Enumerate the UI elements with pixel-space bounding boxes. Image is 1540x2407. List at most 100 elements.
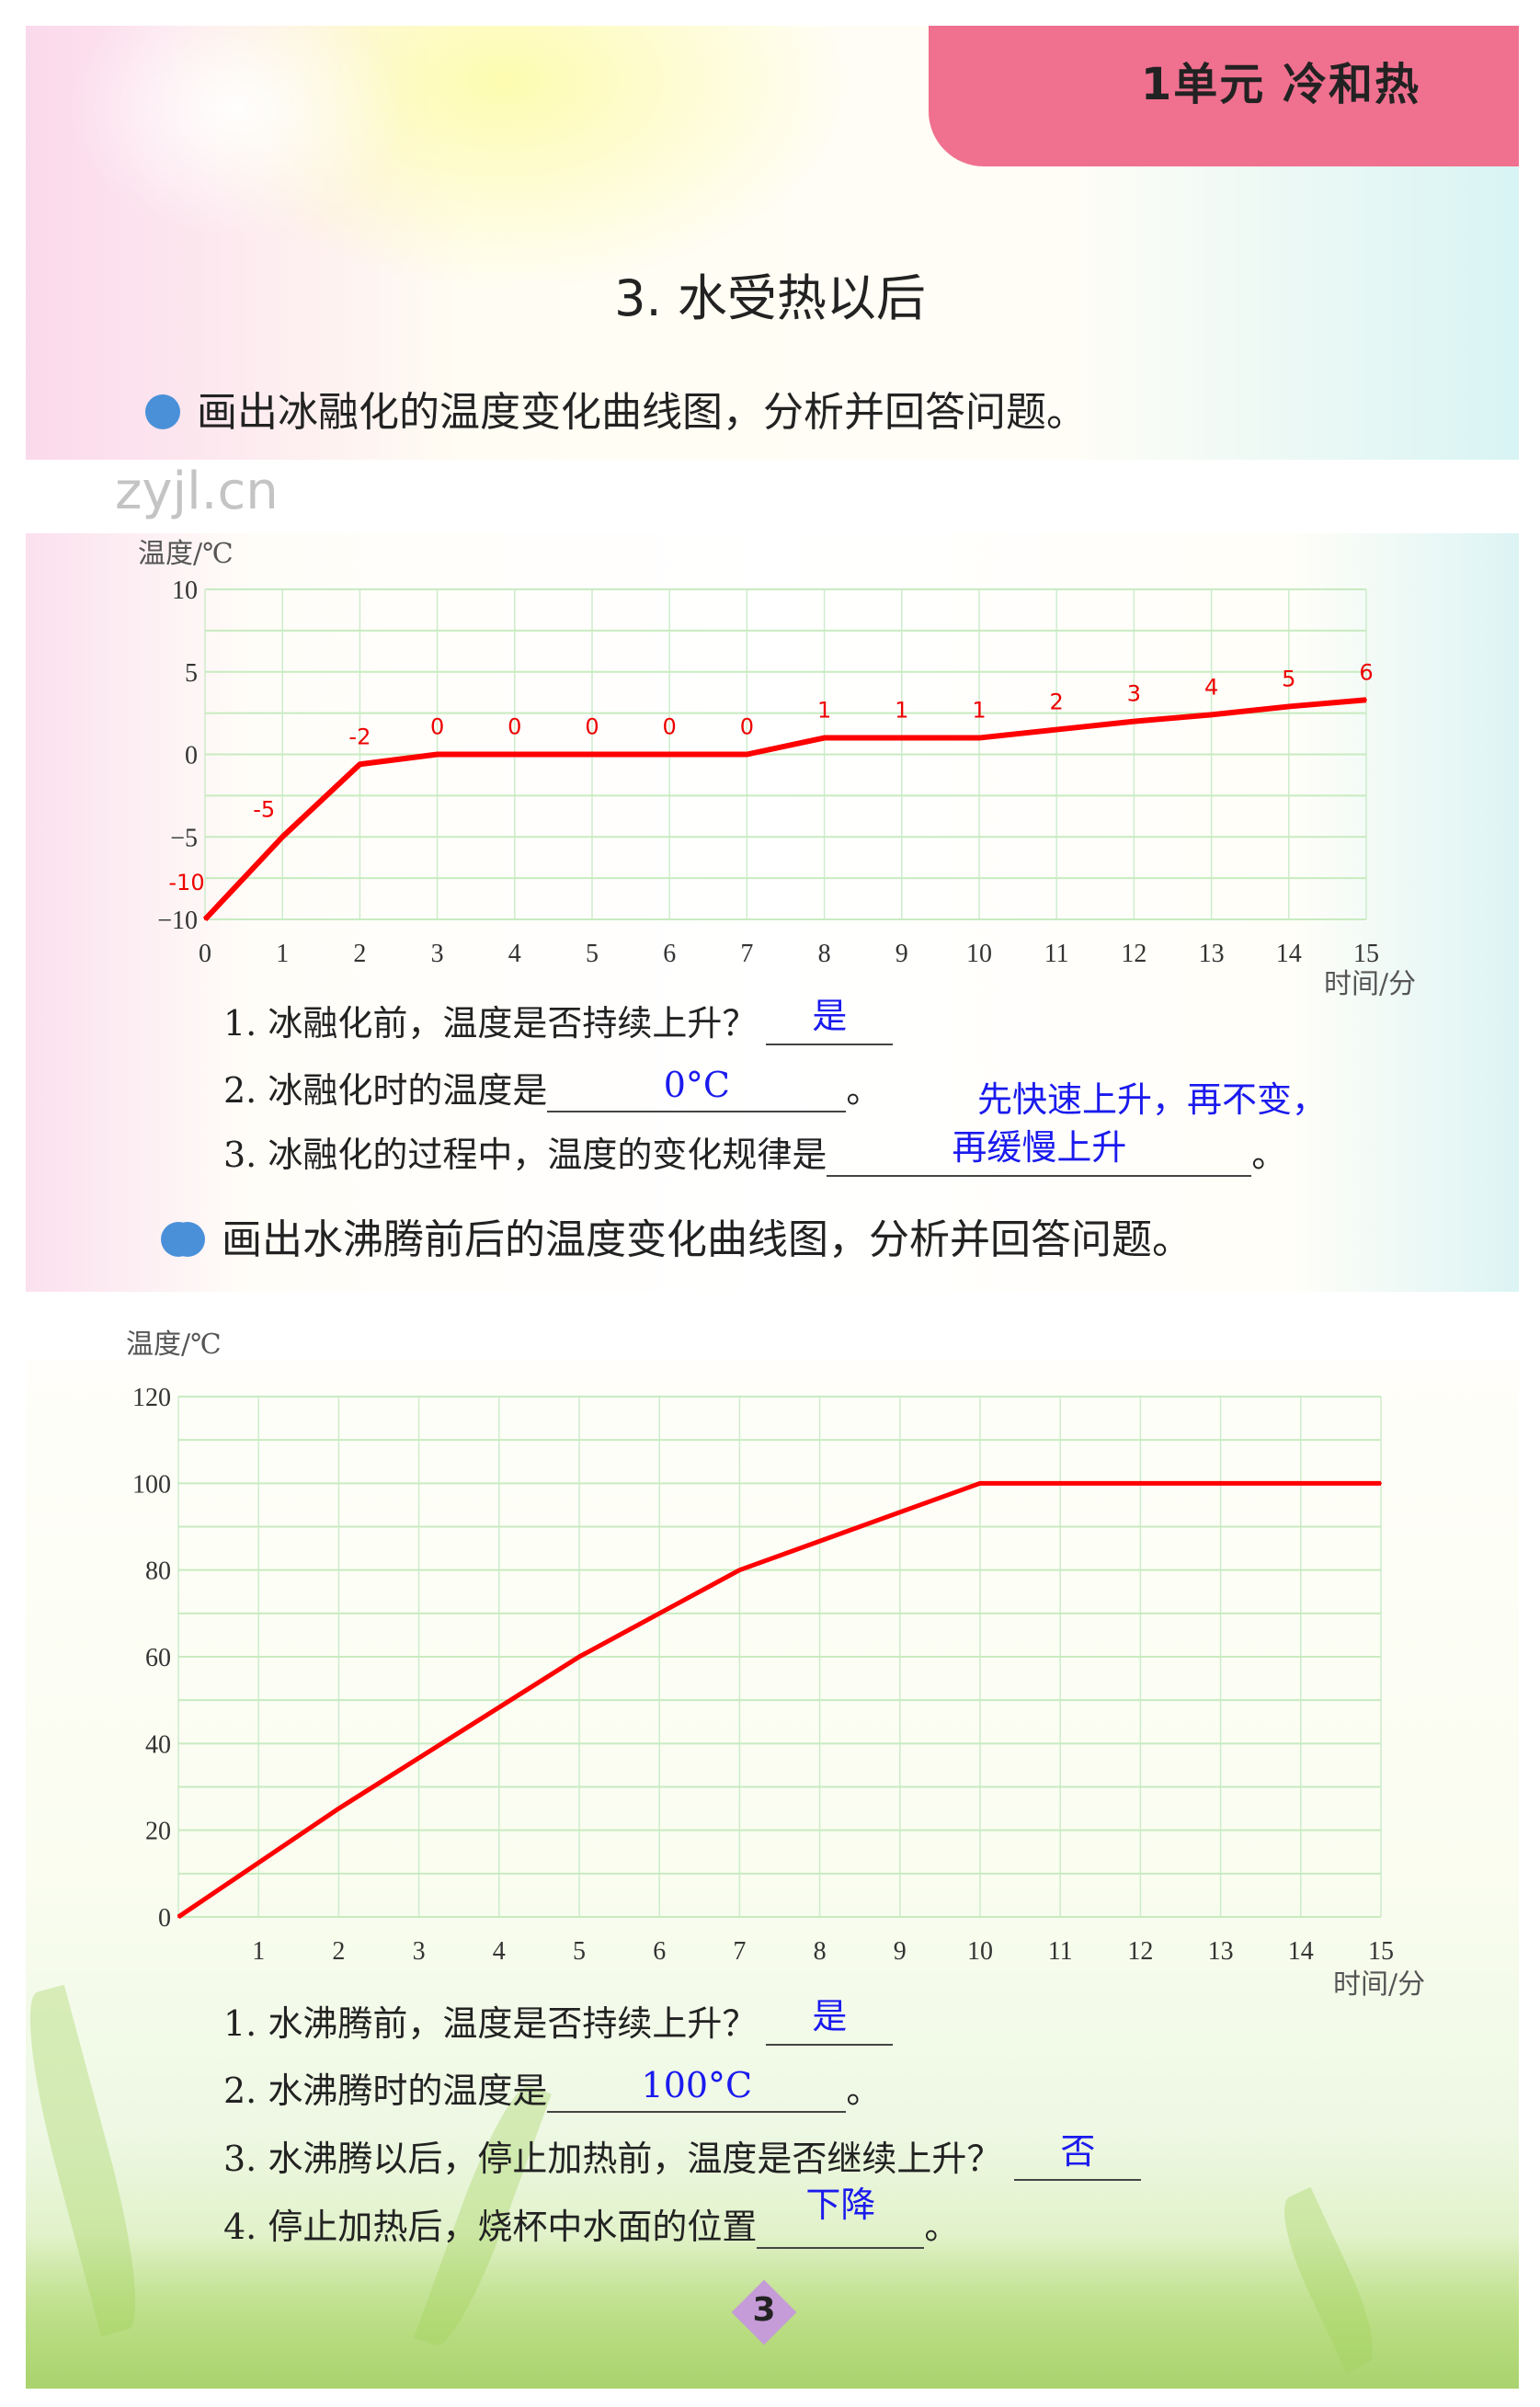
question-suffix: 。	[846, 2070, 882, 2111]
question-text: 1. 水沸腾前，温度是否持续上升？	[223, 2003, 758, 2044]
y-axis-label: 温度/℃	[126, 1329, 222, 1361]
x-tick-label: 13	[1199, 940, 1225, 968]
y-tick-label: 0	[185, 742, 198, 770]
bullet-icon	[170, 1222, 205, 1257]
temperature-line	[202, 697, 1367, 922]
x-tick-label: 10	[966, 940, 992, 968]
x-tick-label: 9	[895, 940, 908, 968]
temperature-line	[177, 1480, 1381, 1920]
answer-blank[interactable]: 0°C	[547, 1065, 847, 1112]
x-tick-label: 5	[573, 1937, 586, 1966]
data-label: 4	[1204, 674, 1218, 700]
data-label: 3	[1127, 681, 1141, 707]
unit-tab	[929, 26, 1519, 166]
page-number: 3	[752, 2291, 776, 2329]
question-text: 1. 冰融化前，温度是否持续上升？	[223, 1003, 758, 1044]
x-tick-label: 6	[663, 940, 676, 968]
x-tick-label: 2	[353, 940, 366, 968]
answer-blank[interactable]: 100°C	[547, 2065, 847, 2113]
x-tick-label: 12	[1127, 1937, 1153, 1966]
x-tick-label: 7	[733, 1937, 746, 1966]
data-point	[1210, 713, 1213, 716]
data-point	[177, 1916, 179, 1918]
data-point	[900, 736, 903, 739]
question-text: 3. 冰融化的过程中，温度的变化规律是	[223, 1135, 827, 1175]
data-point	[738, 1569, 741, 1571]
s1-question-3: 3. 冰融化的过程中，温度的变化规律是 再缓慢上升 。	[223, 1126, 1286, 1177]
x-axis-label: 时间/分	[1333, 1968, 1425, 2001]
data-point	[746, 753, 748, 756]
question-suffix: 。	[1251, 1135, 1287, 1175]
x-tick-label: 11	[1044, 940, 1069, 968]
answer-blank[interactable]: 是	[766, 1996, 894, 2046]
data-label: 6	[1359, 659, 1373, 685]
x-tick-label: 12	[1121, 940, 1146, 968]
answer-text: 0°C	[663, 1065, 730, 1105]
data-label: 0	[663, 714, 677, 740]
data-point	[979, 1482, 981, 1485]
task-2-text: 画出水沸腾前后的温度变化曲线图，分析并回答问题。	[222, 1216, 1192, 1263]
section1-background	[26, 533, 1519, 1292]
answer-blank[interactable]: 下降	[757, 2185, 925, 2249]
s1-question-2: 2. 冰融化时的温度是 0°C 。	[223, 1062, 881, 1112]
y-tick-label: 5	[185, 659, 198, 688]
x-tick-label: 0	[199, 940, 211, 968]
data-point	[204, 918, 206, 920]
data-point	[578, 1656, 580, 1658]
data-point	[1380, 1482, 1382, 1485]
data-point	[359, 763, 361, 766]
data-label: -5	[253, 796, 275, 822]
x-tick-label: 5	[586, 940, 599, 968]
answer-text: 100°C	[641, 2065, 753, 2105]
x-tick-label: 15	[1353, 940, 1379, 968]
data-label: 1	[972, 698, 986, 724]
x-tick-label: 15	[1368, 1937, 1394, 1966]
x-tick-label: 8	[818, 940, 831, 968]
x-tick-label: 4	[508, 940, 521, 968]
data-point	[436, 753, 439, 756]
x-tick-label: 6	[653, 1937, 666, 1966]
y-tick-label: 40	[145, 1730, 171, 1759]
x-axis-label: 时间/分	[1324, 968, 1416, 1000]
answer-text-line1: 先快速上升，再不变，	[977, 1079, 1328, 1120]
y-tick-label: 120	[132, 1384, 171, 1412]
s2-question-4: 4. 停止加热后，烧杯中水面的位置 下降。	[223, 2185, 960, 2249]
y-tick-label: 20	[145, 1818, 171, 1846]
x-tick-label: 14	[1276, 940, 1302, 968]
unit-title: 1单元 冷和热	[1140, 59, 1420, 110]
answer-blank[interactable]: 是	[766, 996, 894, 1045]
question-text: 2. 水沸腾时的温度是	[223, 2070, 548, 2111]
data-point	[823, 736, 826, 739]
x-tick-label: 3	[413, 1937, 426, 1966]
x-tick-label: 9	[894, 1937, 907, 1966]
answer-blank[interactable]: 否	[1014, 2131, 1142, 2181]
answer-blank[interactable]: 再缓慢上升	[827, 1127, 1252, 1177]
s1-question-1: 1. 冰融化前，温度是否持续上升？ 是	[223, 995, 894, 1045]
y-tick-label: −5	[170, 824, 198, 852]
data-label: -2	[348, 724, 371, 749]
question-suffix: 。	[924, 2207, 960, 2247]
data-point	[1133, 720, 1135, 723]
y-tick-label: 0	[158, 1904, 171, 1933]
data-point	[978, 736, 980, 739]
bullet-icon	[145, 394, 180, 429]
answer-text: 再缓慢上升	[952, 1127, 1127, 1168]
data-point	[1287, 705, 1290, 708]
y-tick-label: 80	[145, 1557, 171, 1586]
x-tick-label: 4	[493, 1937, 506, 1966]
data-point	[1365, 699, 1367, 702]
data-label: 0	[508, 714, 521, 740]
question-text: 4. 停止加热后，烧杯中水面的位置	[223, 2207, 758, 2247]
y-tick-label: −10	[157, 907, 198, 935]
task-1: 画出冰融化的温度变化曲线图，分析并回答问题。	[145, 379, 1087, 438]
x-tick-label: 11	[1048, 1937, 1073, 1966]
x-tick-label: 2	[332, 1937, 345, 1966]
data-point	[591, 753, 593, 756]
data-label: 2	[1050, 690, 1064, 715]
watermark: zyjl.cn	[115, 462, 279, 521]
data-point	[668, 753, 671, 756]
y-tick-label: 10	[172, 576, 198, 605]
data-label: 5	[1282, 666, 1295, 691]
x-tick-label: 3	[431, 940, 444, 968]
y-axis-label: 温度/℃	[138, 538, 234, 570]
